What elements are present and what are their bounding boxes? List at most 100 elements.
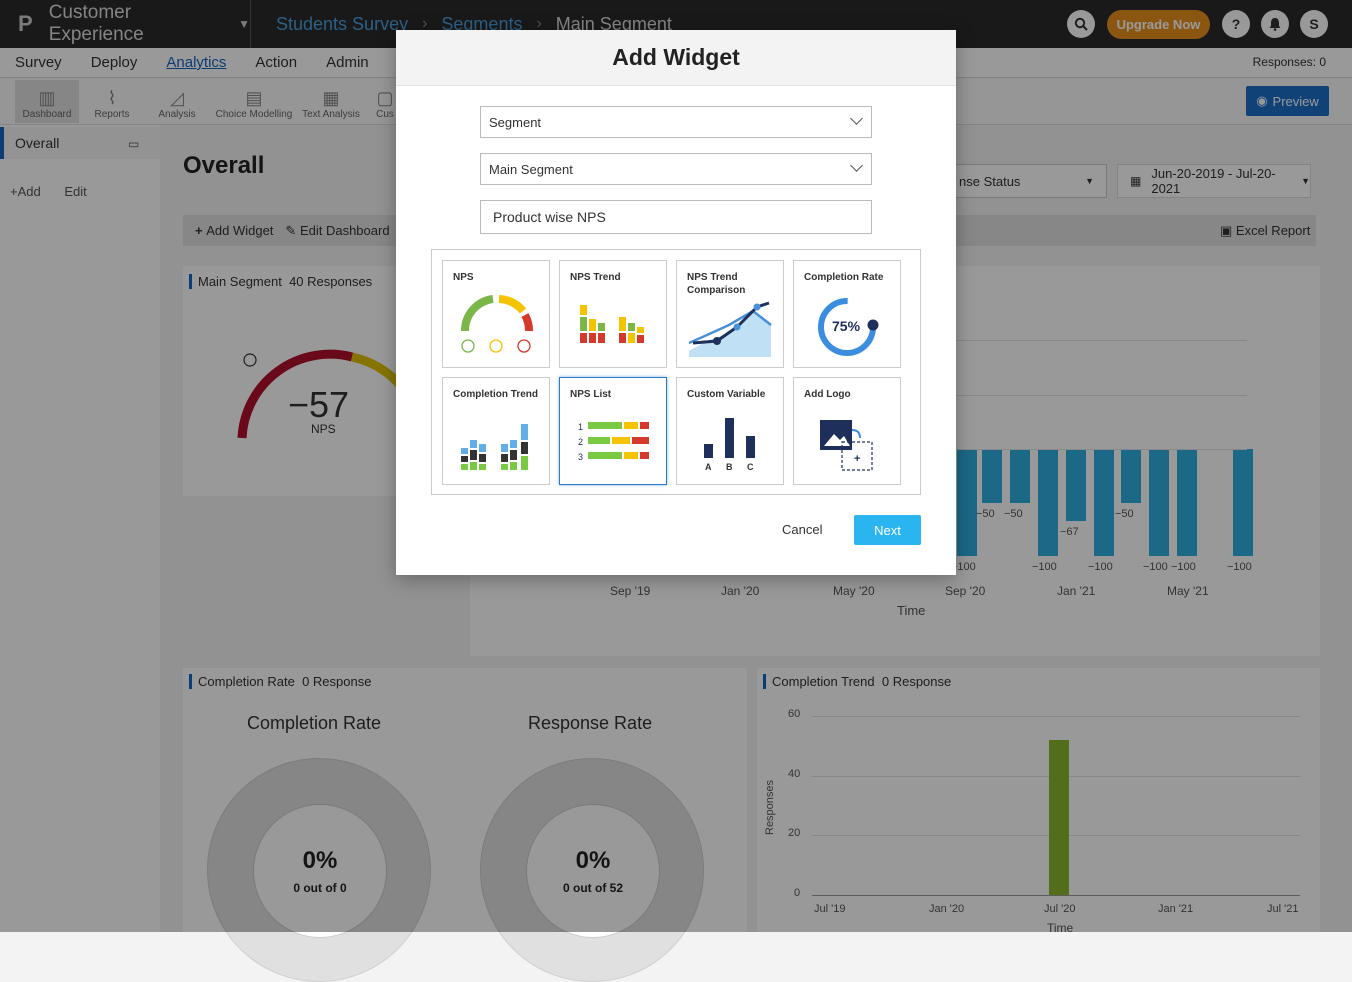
widget-tile-completion-rate[interactable]: Completion Rate 75% [793, 260, 901, 368]
trend-bar-label: −50 [1004, 507, 1023, 520]
segment-select[interactable]: Main Segment [480, 153, 872, 185]
document-icon: ▦ [322, 88, 340, 108]
add-image-icon: + [820, 420, 873, 471]
edit-dashboard-button[interactable]: ✎ Edit Dashboard [285, 223, 389, 239]
menu-admin[interactable]: Admin [326, 54, 369, 71]
completion-rate-title: Completion Rate 0 Response [189, 674, 371, 689]
product-name: Customer Experience [48, 2, 144, 45]
tool-analysis[interactable]: ◿ Analysis [150, 80, 204, 123]
widget-title-text: Completion Trend [772, 674, 875, 689]
chevron-down-icon [850, 112, 863, 125]
grouped-bar-icon [461, 424, 528, 470]
trend-x-tick: Jan '20 [721, 584, 760, 598]
trend-bar-label: −67 [1060, 525, 1079, 538]
trend-bar [1149, 449, 1169, 556]
upgrade-now-button[interactable]: Upgrade Now [1107, 10, 1210, 39]
caret-down-icon: ▼ [1085, 176, 1094, 186]
nps-widget-title: Main Segment 40 Responses [189, 274, 372, 289]
breadcrumb-current: Main Segment [555, 13, 672, 34]
select-value: Main Segment [489, 161, 573, 177]
trend-bar [1233, 449, 1253, 556]
breadcrumb-segments[interactable]: Segments [441, 13, 523, 34]
grid-line [956, 340, 1247, 341]
area-chart-icon: ◿ [170, 88, 184, 108]
y-tick-label: 60 [788, 708, 801, 720]
avatar[interactable]: S [1300, 10, 1328, 38]
next-button[interactable]: Next [854, 515, 921, 545]
chevron-right-icon: › [536, 15, 542, 32]
tool-custom[interactable]: ▢ Cus [374, 80, 396, 123]
trend-bar-label: −50 [1115, 507, 1134, 520]
x-tick-label: Jul '21 [1267, 903, 1299, 915]
cancel-button[interactable]: Cancel [782, 522, 823, 537]
completion-rate-donut: 0% 0 out of 0 [207, 758, 431, 982]
divider [250, 0, 251, 48]
breadcrumb-survey[interactable]: Students Survey [276, 13, 409, 34]
simple-bar-icon [704, 418, 755, 458]
tool-text-analysis[interactable]: ▦ Text Analysis [300, 80, 362, 123]
x-tick-label: Jan '21 [1158, 903, 1194, 915]
preview-button[interactable]: ◉ Preview [1246, 86, 1329, 116]
widget-name-input[interactable]: Product wise NPS [480, 200, 872, 234]
trend-bar [1038, 449, 1058, 556]
response-rate-value: 0% [575, 847, 611, 874]
widget-title-text: Completion Rate [198, 674, 295, 689]
sidebar-item-overall[interactable]: Overall [0, 127, 160, 159]
menu-survey[interactable]: Survey [15, 54, 62, 71]
widget-tile-nps-list[interactable]: NPS List 1 2 3 [559, 377, 667, 485]
menu-action[interactable]: Action [255, 54, 298, 71]
widget-tile-nps-trend[interactable]: NPS Trend [559, 260, 667, 368]
response-rate-heading: Response Rate [528, 713, 653, 733]
list-rank-1: 1 [578, 422, 584, 432]
page-title: Overall [183, 152, 265, 179]
tile-label: Completion Trend [453, 389, 538, 400]
menu-deploy[interactable]: Deploy [90, 54, 138, 71]
add-widget-dialog: Add Widget Segment Main Segment Product … [396, 30, 956, 575]
segment-type-select[interactable]: Segment [480, 106, 872, 138]
date-range-filter[interactable]: ▦ Jun-20-2019 - Jul-20-2021 ▼ [1117, 164, 1311, 198]
sidebar-actions: +Add Edit [10, 184, 87, 199]
help-button[interactable]: ? [1222, 10, 1250, 38]
widget-tile-custom-variable[interactable]: Custom Variable A B C [676, 377, 784, 485]
tile-label: NPS [453, 272, 474, 283]
product-switcher[interactable]: P Customer Experience ▼ [0, 0, 250, 48]
completion-trend-title: Completion Trend 0 Response [763, 674, 951, 689]
trend-bar [1177, 449, 1197, 556]
tool-choice-modelling[interactable]: ▤ Choice Modelling [213, 80, 295, 123]
add-dashboard-link[interactable]: +Add [10, 184, 41, 199]
caret-down-icon: ▼ [1301, 176, 1310, 186]
trend-x-tick: May '20 [833, 584, 875, 598]
trend-bar-label: −100 [1171, 561, 1196, 573]
completion-trend-widget [757, 668, 1320, 932]
widget-tile-nps[interactable]: NPS [442, 260, 550, 368]
completion-rate-detail: 0 out of 0 [293, 881, 347, 895]
tile-label: NPS Trend [570, 272, 621, 283]
add-widget-button[interactable]: + Add Widget [195, 223, 273, 238]
y-tick-label: 0 [794, 887, 801, 899]
search-button[interactable] [1067, 10, 1095, 38]
trend-bar-label: −100 [951, 561, 976, 573]
trend-bar [1094, 449, 1114, 556]
stacked-bar-icon [580, 305, 644, 343]
dialog-title: Add Widget [396, 30, 956, 86]
notifications-button[interactable] [1261, 10, 1289, 38]
widget-tile-nps-trend-comparison[interactable]: NPS Trend Comparison [676, 260, 784, 368]
widget-tile-add-logo[interactable]: Add Logo + [793, 377, 901, 485]
menu-analytics[interactable]: Analytics [166, 54, 227, 71]
edit-dashboard-link[interactable]: Edit [64, 184, 87, 199]
widget-tile-completion-trend[interactable]: Completion Trend [442, 377, 550, 485]
trend-bar-label: −100 [1227, 561, 1252, 573]
search-icon [1074, 17, 1088, 31]
monitor-icon[interactable]: ▭ [128, 137, 140, 151]
completion-rate-heading: Completion Rate [247, 713, 382, 733]
nps-score-label: NPS [311, 422, 336, 436]
completion-trend-bar [1049, 739, 1069, 895]
chevron-down-icon [850, 159, 863, 172]
response-status-filter[interactable]: nse Status ▼ [950, 164, 1107, 198]
excel-report-button[interactable]: ▣ Excel Report [1220, 223, 1310, 239]
plus-icon: + [195, 223, 207, 238]
tool-reports[interactable]: ⌇ Reports [84, 80, 140, 123]
tool-dashboard[interactable]: ▥ Dashboard [15, 80, 79, 123]
trend-bar-label: −100 [1088, 561, 1113, 573]
grid-line [812, 895, 1300, 896]
